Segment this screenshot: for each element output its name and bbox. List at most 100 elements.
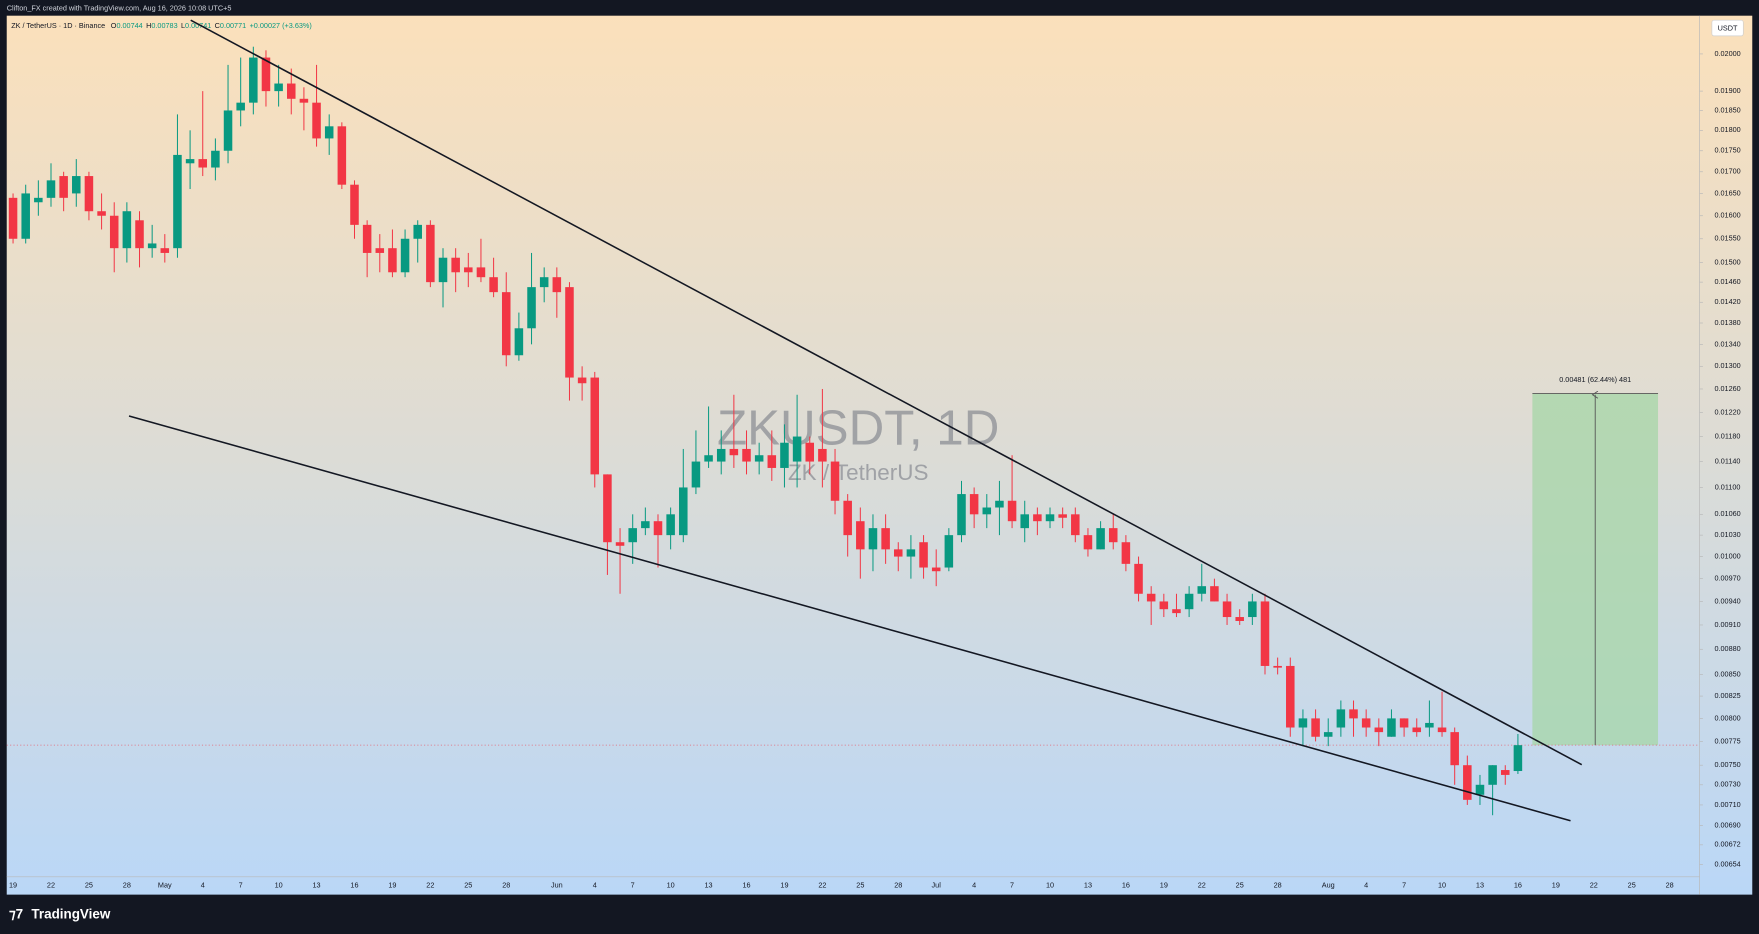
candle-body (72, 176, 81, 194)
x-tick-label: 28 (502, 881, 510, 890)
candle-body (147, 243, 157, 249)
candle-body (1425, 722, 1434, 728)
candle-body (931, 567, 941, 572)
candle-body (653, 521, 663, 536)
watermark-subtitle: ZK / TetherUS (788, 460, 928, 485)
x-tick-label: 19 (1552, 881, 1560, 890)
x-tick-label: 16 (742, 881, 750, 890)
y-tick-label: 0.01260 (1714, 384, 1740, 393)
candle-body (261, 57, 271, 92)
x-tick-label: 13 (1476, 881, 1484, 890)
candle-body (843, 500, 852, 536)
x-tick-label: 22 (426, 881, 434, 890)
candle-body (1260, 601, 1270, 666)
candle-body (1501, 770, 1510, 775)
candle-body (514, 328, 524, 356)
candle-body (704, 455, 713, 462)
brand[interactable]: TradingView (31, 906, 110, 921)
x-tick-label: 10 (1438, 881, 1446, 890)
candle-body (438, 257, 448, 283)
candle-body (1361, 718, 1371, 728)
candle-body (451, 257, 460, 273)
candle-body (641, 521, 650, 529)
x-tick-label: 16 (1122, 881, 1130, 890)
y-tick-label: 0.01550 (1714, 234, 1740, 243)
candle-body (413, 224, 422, 239)
legend-value: 0.00741 (185, 21, 211, 30)
candle-body (729, 448, 739, 456)
candle-body (46, 180, 56, 198)
x-tick-label: 25 (1628, 881, 1636, 890)
candle-body (1336, 709, 1346, 728)
currency-button[interactable] (1711, 19, 1744, 37)
plot: 0.02000 0.01900 0.01850 0.01800 0.01750 0.017… (6, 46, 1741, 890)
candle-body (135, 220, 144, 249)
y-tick-label: 0.01220 (1714, 407, 1740, 416)
candle-body (337, 126, 347, 185)
measure-label: 0.00481 (62.44%) 481 (1559, 375, 1631, 384)
candle-body (375, 248, 385, 253)
candle-body (160, 248, 170, 253)
y-tick-label: 0.00710 (1714, 800, 1740, 809)
candle-body (299, 98, 309, 103)
x-tick-label: 4 (593, 881, 597, 890)
candle-body (1248, 601, 1257, 618)
candle-body (426, 224, 435, 283)
candle-body (1349, 709, 1358, 719)
candle-body (501, 292, 511, 356)
x-tick-label: 10 (667, 881, 675, 890)
y-tick-label: 0.01500 (1714, 257, 1740, 266)
y-tick-label: 0.01700 (1714, 167, 1740, 176)
candle-body (1071, 514, 1080, 536)
candle-body (21, 193, 30, 239)
x-tick-label: 13 (705, 881, 713, 890)
y-tick-label: 0.01180 (1715, 431, 1741, 440)
candle-body (400, 238, 410, 273)
x-tick-label: 28 (123, 881, 131, 890)
candle-body (1399, 718, 1409, 728)
candle-body (603, 474, 612, 543)
candle-body (552, 277, 562, 293)
candle-body (1058, 514, 1067, 518)
x-tick-label: 19 (780, 881, 788, 890)
y-tick-label: 0.01850 (1714, 105, 1740, 114)
candle-body (969, 494, 979, 515)
y-tick-label: 0.01460 (1714, 277, 1740, 286)
candle-body (995, 500, 1004, 508)
candle-body (982, 507, 992, 515)
currency[interactable]: USDT (1718, 24, 1738, 33)
candle-body (1475, 784, 1485, 795)
candle-body (1463, 765, 1472, 800)
candle-body (198, 159, 208, 168)
candle-body (577, 377, 587, 384)
y-tick-label: 0.01600 (1714, 211, 1740, 220)
y-tick-label: 0.00825 (1714, 691, 1740, 700)
trend-line[interactable] (190, 19, 1583, 766)
candle-body (109, 215, 119, 249)
candle-body (1210, 586, 1219, 602)
candle-body (287, 83, 296, 99)
candle-body (1184, 593, 1194, 610)
candle-body (1033, 514, 1042, 522)
x-tick-label: 25 (856, 881, 864, 890)
candle-body (1222, 601, 1232, 618)
candle-body (1513, 745, 1523, 772)
candle-body (881, 528, 890, 550)
candle-body (944, 535, 954, 568)
candle-body (1121, 542, 1131, 564)
candle-body (1108, 528, 1118, 543)
x-tick-label: 19 (1160, 881, 1168, 890)
x-tick-label: 25 (1236, 881, 1244, 890)
candle-body (1083, 535, 1093, 550)
symbol: ZK / TetherUS · 1D · Binance (11, 21, 105, 30)
candle-body (805, 442, 815, 462)
x-tick-label: 22 (818, 881, 826, 890)
logo-mark[interactable]: ⁊7 (9, 906, 23, 921)
candle-body (906, 549, 916, 557)
y-tick-label: 0.02000 (1714, 49, 1740, 58)
legend-label: C (215, 21, 220, 30)
candle-body (1412, 727, 1422, 733)
y-tick-label: 0.00654 (1714, 859, 1740, 868)
trend-line[interactable] (128, 415, 1571, 822)
candle-body (1488, 765, 1497, 785)
